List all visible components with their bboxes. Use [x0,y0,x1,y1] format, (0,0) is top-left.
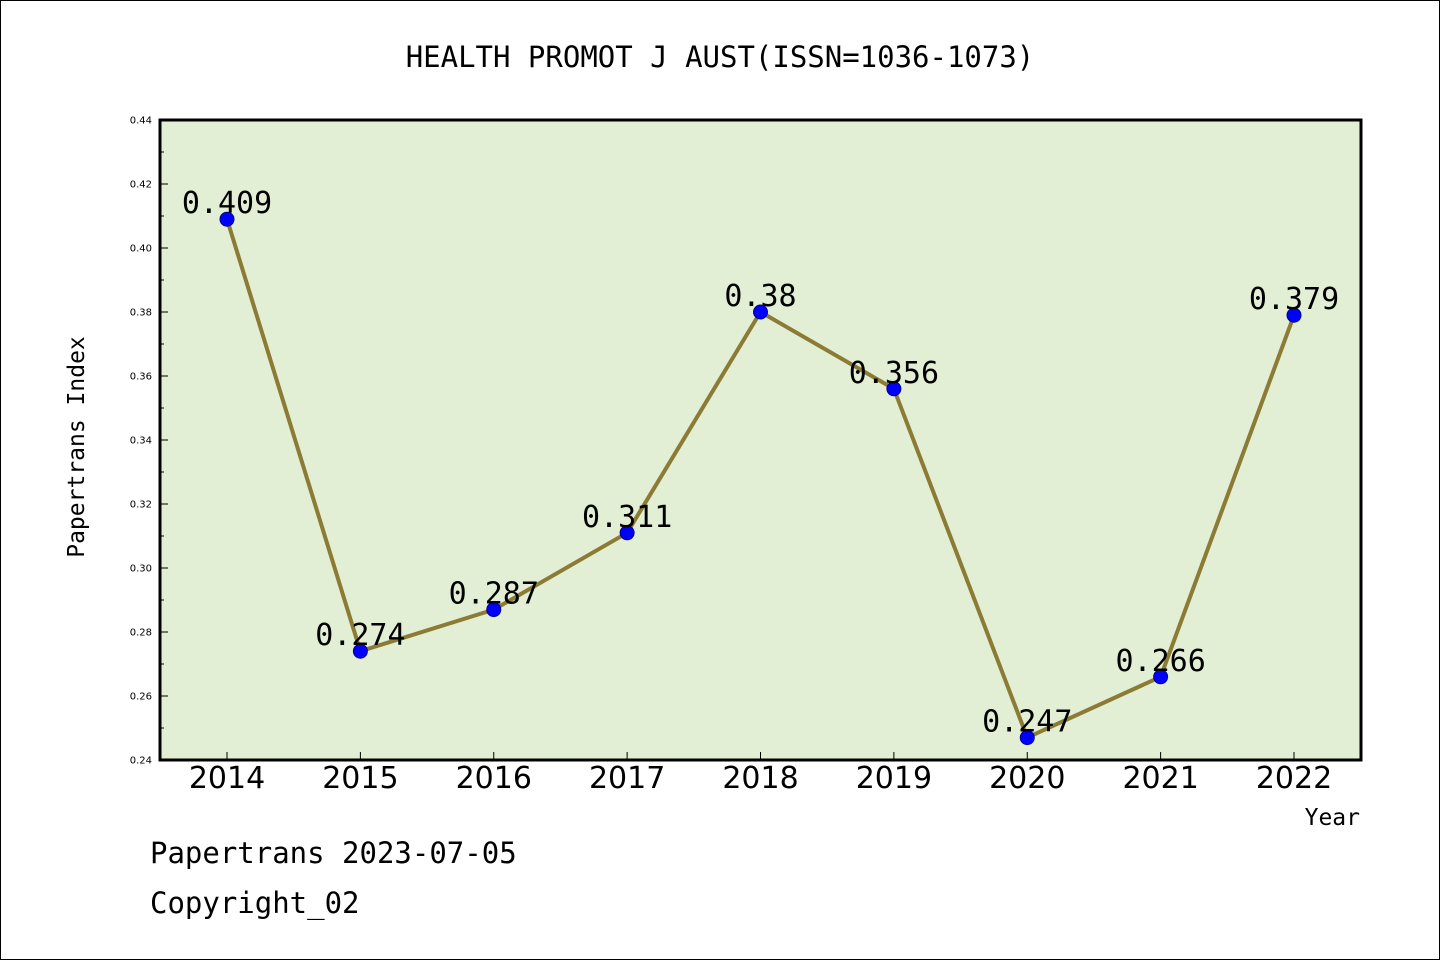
data-point [219,211,235,227]
data-point [1153,669,1169,685]
data-point [619,525,635,541]
y-tick-label: 0.36 [130,372,152,383]
data-label: 0.287 [449,577,539,612]
data-point [486,602,502,618]
data-labels: 0.409 0.274 0.287 0.311 0.38 0.356 0.247 0.266 0… [182,186,1339,739]
y-tick-label: 0.28 [130,628,152,639]
data-label: 0.266 [1115,644,1205,679]
x-tick-label: 2020 [989,761,1065,796]
data-point [1286,307,1302,323]
y-tick-label: 0.34 [130,436,152,447]
y-tick-label: 0.26 [130,692,152,703]
data-point [886,381,902,397]
x-tick-label: 2022 [1256,761,1332,796]
y-tick-label: 0.32 [130,500,152,511]
data-label: 0.38 [724,279,796,314]
y-tick-label: 0.42 [130,180,152,191]
x-tick-label: 2021 [1122,761,1198,796]
y-axis-title: Papertrans Index [64,336,90,558]
data-label: 0.409 [182,186,272,221]
data-series [219,211,1302,746]
data-point [1019,730,1035,746]
data-point [753,304,768,320]
data-label: 0.379 [1249,282,1339,317]
footer-source: Papertrans 2023-07-05 [150,836,517,870]
x-tick-label: 2019 [856,761,932,796]
data-label: 0.311 [582,500,672,535]
x-axis-title: Year [1305,805,1360,831]
x-tick-label: 2017 [589,761,665,796]
x-tick-label: 2016 [456,761,532,796]
y-axis: 0.24 0.26 0.28 0.30 0.32 0.34 0.36 0.38 0.40 0.42… [130,116,168,767]
y-tick-label: 0.30 [130,564,152,575]
footer-copyright: Copyright_02 [150,886,360,920]
x-axis: 2014 2015 2016 2017 2018 2019 2020 2021 2022 [189,752,1332,796]
y-tick-label: 0.38 [130,308,152,319]
y-tick-label: 0.24 [130,756,152,767]
y-tick-label: 0.40 [130,244,152,255]
x-tick-label: 2018 [722,761,798,796]
x-tick-label: 2014 [189,761,265,796]
y-tick-label: 0.44 [130,116,152,127]
data-label: 0.247 [982,705,1072,740]
chart-title: HEALTH PROMOT J AUST(ISSN=1036-1073) [406,40,1035,74]
x-tick-label: 2015 [322,761,398,796]
data-label: 0.274 [315,618,405,653]
data-point [352,643,368,659]
data-label: 0.356 [849,356,939,391]
